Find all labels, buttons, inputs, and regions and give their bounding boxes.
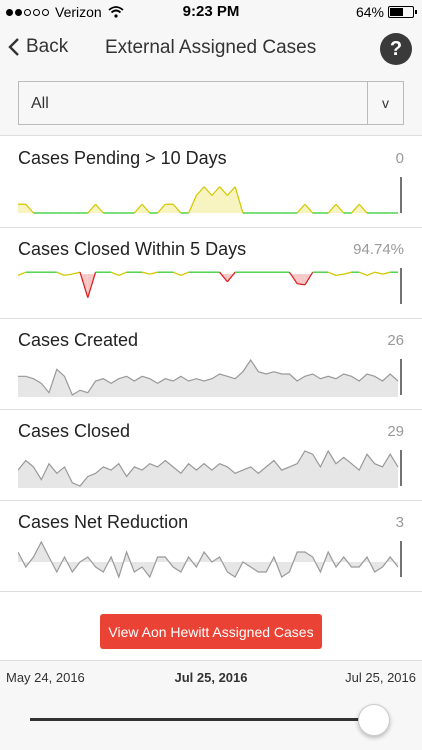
clock: 9:23 PM xyxy=(182,3,240,20)
sparkline-area xyxy=(18,360,398,397)
signal-strength-icon xyxy=(6,8,49,16)
sparkline-segment xyxy=(95,203,104,214)
sparkline-segment xyxy=(211,186,221,196)
sparkline-segment xyxy=(72,271,81,275)
date-range-slider: May 24, 2016 Jul 25, 2016 Jul 25, 2016 xyxy=(0,660,422,750)
sparkline-area xyxy=(18,542,398,577)
battery-status: 64% xyxy=(355,4,417,20)
sparkline-segment xyxy=(133,203,143,214)
sparkline-segment xyxy=(327,203,337,214)
back-button[interactable]: Back xyxy=(8,36,68,58)
metric-title: Cases Closed Within 5 Days xyxy=(18,239,247,259)
sparkline-segment xyxy=(110,271,120,276)
wifi-icon xyxy=(108,6,124,18)
carrier-info: Verizon xyxy=(6,4,124,20)
sparkline-segment xyxy=(79,271,89,298)
status-bar: Verizon 9:23 PM 64% xyxy=(0,0,422,24)
sparkline-segment xyxy=(195,186,205,196)
help-button[interactable]: ? xyxy=(380,33,412,65)
sparkline-segment xyxy=(327,271,337,276)
sparkline-line xyxy=(18,359,399,396)
metric-cases-closed-within-5-days[interactable]: Cases Closed Within 5 Days 94.74% xyxy=(0,228,422,319)
metric-title: Cases Pending > 10 Days xyxy=(18,148,227,168)
sparkline-segment xyxy=(56,271,65,276)
sparkline-segment xyxy=(304,203,314,214)
sparkline-segment xyxy=(234,186,244,214)
sparkline-area xyxy=(18,451,398,488)
metric-title: Cases Created xyxy=(18,330,139,350)
slider-start-date: May 24, 2016 xyxy=(6,670,85,685)
sparkline-segment xyxy=(18,271,27,276)
battery-icon xyxy=(388,6,417,18)
sparkline-segment xyxy=(141,203,151,214)
sparkline-segment xyxy=(188,195,197,214)
sparkline-line xyxy=(18,541,399,579)
metric-value: 26 xyxy=(387,332,404,349)
sparkline-cases-closed xyxy=(18,450,402,488)
battery-percent: 64% xyxy=(355,4,384,20)
sparkline-cases-net-reduction xyxy=(18,541,402,579)
sparkline-segment xyxy=(304,271,314,286)
carrier-name: Verizon xyxy=(55,4,102,20)
filter-bar: All v xyxy=(0,72,422,136)
metric-cases-net-reduction[interactable]: Cases Net Reduction 3 xyxy=(0,501,422,592)
metric-value: 94.74% xyxy=(353,241,404,258)
sparkline-segment xyxy=(226,271,236,283)
sparkline-segment xyxy=(358,203,368,214)
sparkline-segment xyxy=(149,271,158,275)
sparkline-cases-pending xyxy=(18,177,402,214)
metric-cases-created[interactable]: Cases Created 26 xyxy=(0,319,422,410)
sparkline-segment xyxy=(358,271,368,276)
sparkline-segment xyxy=(219,186,228,196)
sparkline-segment xyxy=(25,203,34,214)
metric-value: 0 xyxy=(395,150,404,167)
metric-cases-closed[interactable]: Cases Closed 29 xyxy=(0,410,422,501)
sparkline-segment xyxy=(64,273,73,277)
sparkline-segment xyxy=(296,203,306,214)
sparkline-cases-closed-within-5-days xyxy=(18,268,402,304)
filter-select[interactable]: All v xyxy=(18,81,404,125)
sparkline-segment xyxy=(203,186,213,196)
metric-value: 3 xyxy=(395,514,404,531)
sparkline-cases-created xyxy=(18,359,402,397)
metric-title: Cases Closed xyxy=(18,421,131,441)
sparkline-segment xyxy=(350,203,360,214)
back-label: Back xyxy=(26,36,69,57)
sparkline-segment xyxy=(288,271,298,285)
sparkline-area xyxy=(297,274,305,285)
sparkline-segment xyxy=(157,203,166,214)
sparkline-segment xyxy=(226,186,236,196)
sparkline-segment xyxy=(297,282,306,286)
sparkline-segment xyxy=(335,203,345,214)
sparkline-segment xyxy=(87,271,97,298)
sparkline-segment xyxy=(172,203,182,214)
dropdown-arrow-icon[interactable]: v xyxy=(367,82,403,124)
sparkline-segment xyxy=(87,203,97,214)
sparkline-segment xyxy=(335,273,344,277)
sparkline-segment xyxy=(366,271,375,276)
sparkline-segment xyxy=(180,271,189,276)
filter-value: All xyxy=(31,95,49,112)
slider-track[interactable] xyxy=(30,718,374,721)
sparkline-segment xyxy=(219,271,228,283)
chevron-left-icon xyxy=(8,38,19,56)
sparkline-segment xyxy=(374,271,383,275)
page-title: External Assigned Cases xyxy=(105,37,317,58)
view-aon-hewitt-cases-button[interactable]: View Aon Hewitt Assigned Cases xyxy=(100,614,322,649)
sparkline-line xyxy=(18,450,399,487)
slider-end-date: Jul 25, 2016 xyxy=(345,670,416,685)
navigation-bar: Back External Assigned Cases ? xyxy=(0,24,422,72)
slider-current-date: Jul 25, 2016 xyxy=(174,670,248,685)
metric-value: 29 xyxy=(387,423,404,440)
metric-cases-pending[interactable]: Cases Pending > 10 Days 0 xyxy=(0,137,422,228)
sparkline-segment xyxy=(343,271,352,275)
sparkline-segment xyxy=(382,271,391,275)
sparkline-segment xyxy=(141,271,150,275)
sparkline-segment xyxy=(118,271,127,276)
metric-title: Cases Net Reduction xyxy=(18,512,189,532)
slider-thumb[interactable] xyxy=(358,704,390,736)
sparkline-segment xyxy=(172,271,182,276)
